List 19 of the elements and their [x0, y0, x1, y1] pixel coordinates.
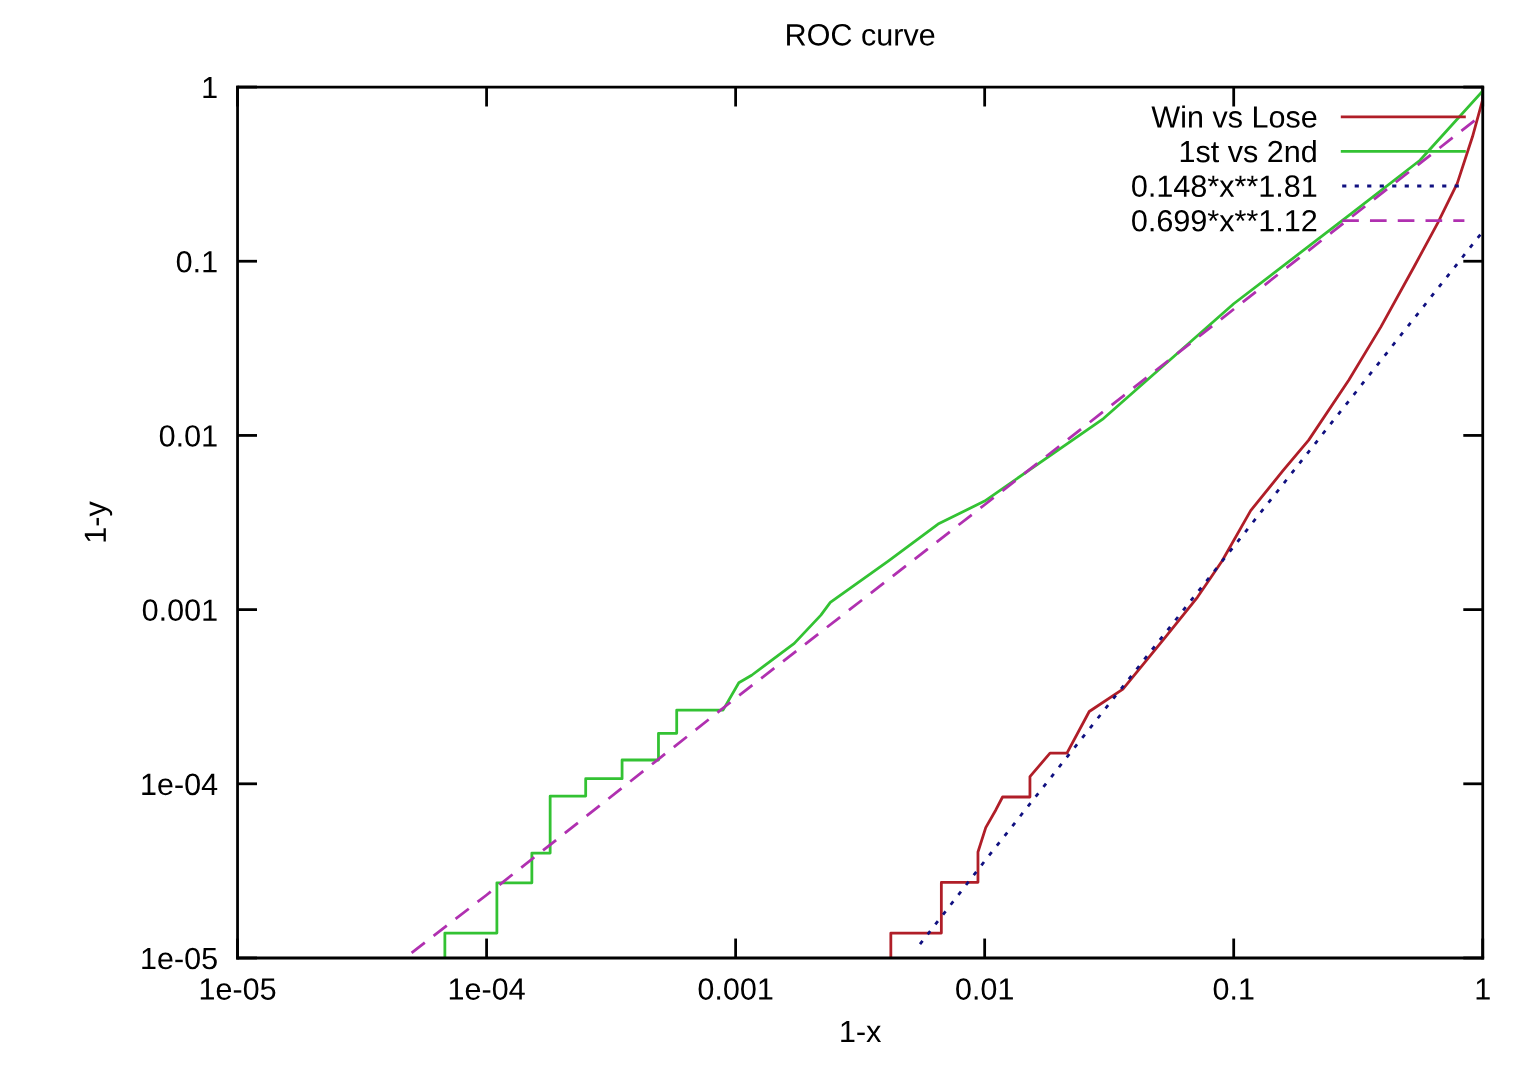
x-tick-label: 0.001 — [698, 978, 773, 1000]
y-axis-title: 1-y — [84, 501, 113, 542]
y-tick-label: 1e-04 — [142, 773, 218, 796]
y-tick-label: 0.01 — [159, 425, 217, 447]
chart-title: ROC curve — [787, 24, 935, 46]
legend-label: Win vs Lose — [1151, 105, 1317, 128]
y-tick-label: 1 — [203, 77, 217, 99]
legend-label: 0.148*x**1.81 — [1132, 175, 1317, 198]
x-tick-label: 1e-05 — [200, 978, 276, 1000]
y-tick-label: 1e-05 — [142, 947, 217, 970]
x-tick-label: 1 — [1476, 978, 1490, 1000]
x-tick-label: 0.1 — [1213, 978, 1254, 1000]
y-tick-label: 0.1 — [176, 250, 217, 273]
x-tick-label: 1e-04 — [449, 978, 525, 1000]
legend-label: 1st vs 2nd — [1180, 139, 1316, 163]
x-tick-label: 0.01 — [956, 978, 1013, 1000]
y-tick-label: 0.001 — [142, 599, 217, 621]
legend-label: 0.699*x**1.12 — [1132, 209, 1317, 232]
x-axis-title: 1-x — [841, 1020, 882, 1042]
